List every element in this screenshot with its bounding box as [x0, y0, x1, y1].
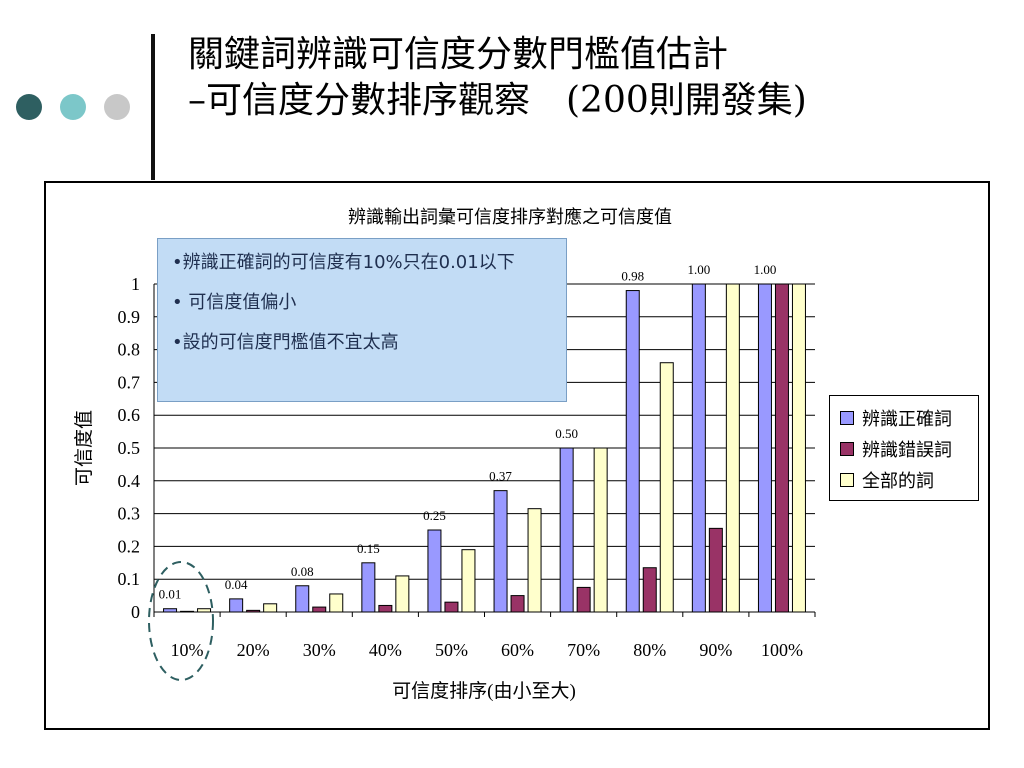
- data-label: 1.00: [687, 262, 710, 277]
- x-tick-label: 60%: [501, 640, 534, 660]
- bar-1: [378, 604, 393, 613]
- x-tick-label: 50%: [435, 640, 468, 660]
- data-label: 0.04: [225, 577, 248, 592]
- y-tick-label: 0.4: [118, 471, 141, 491]
- highlight-ellipse: [148, 561, 214, 681]
- bar-1: [444, 601, 459, 613]
- y-tick-label: 0.2: [118, 536, 141, 556]
- legend-label-correct: 辨識正確詞: [862, 408, 952, 430]
- note-line-2: • 可信度值偏小: [172, 292, 297, 313]
- x-tick-label: 100%: [761, 640, 803, 660]
- bar-1: [180, 610, 195, 613]
- x-tick-label: 40%: [369, 640, 402, 660]
- bar-0: [229, 598, 244, 613]
- bar-1: [708, 527, 723, 613]
- legend-label-all: 全部的詞: [862, 470, 934, 492]
- x-tick-label: 20%: [237, 640, 270, 660]
- bar-0: [559, 447, 574, 613]
- data-label: 1.00: [754, 262, 777, 277]
- bar-1: [510, 595, 525, 613]
- bar-2: [461, 549, 476, 613]
- bar-1: [312, 606, 327, 613]
- bar-0: [691, 283, 706, 613]
- y-tick-label: 0.3: [118, 504, 141, 524]
- bar-1: [774, 283, 789, 613]
- bar-0: [493, 490, 508, 613]
- bar-0: [295, 585, 310, 613]
- x-axis-label: 可信度排序(由小至大): [392, 680, 576, 702]
- legend-swatch-correct: [840, 410, 854, 425]
- data-label: 0.08: [291, 564, 314, 579]
- y-tick-label: 0.1: [118, 569, 141, 589]
- data-label: 0.98: [621, 269, 644, 284]
- y-tick-label: 1: [131, 274, 140, 294]
- y-tick-label: 0.5: [118, 438, 141, 458]
- chart-legend: 辨識正確詞 辨識錯誤詞 全部的詞: [829, 395, 979, 501]
- y-tick-label: 0.7: [118, 372, 141, 392]
- bar-2: [725, 283, 740, 613]
- dot-gray-icon: [104, 94, 130, 120]
- bar-0: [757, 283, 772, 613]
- bar-2: [263, 603, 278, 613]
- legend-label-error: 辨識錯誤詞: [862, 439, 952, 461]
- legend-swatch-all: [840, 472, 854, 487]
- chart-title: 辨識輸出詞彙可信度排序對應之可信度值: [348, 206, 672, 227]
- x-tick-label: 80%: [633, 640, 666, 660]
- dot-dark-icon: [16, 94, 42, 120]
- x-tick-label: 10%: [171, 640, 204, 660]
- annotation-box: •辨識正確詞的可信度有10%只在0.01以下 • 可信度值偏小 •設的可信度門檻…: [157, 238, 567, 402]
- data-label: 0.25: [423, 508, 446, 523]
- note-line-1: •辨識正確詞的可信度有10%只在0.01以下: [172, 252, 515, 273]
- data-label: 0.01: [159, 587, 182, 602]
- y-axis-label: 可信度值: [73, 410, 95, 486]
- note-line-3: •設的可信度門檻值不宜太高: [172, 332, 399, 353]
- plot-area: 0 0.1 0.2 0.3 0.4 0.5 0.6 0.7 0.8 0.9 1 10% 0.01 20% 0…: [118, 262, 816, 660]
- legend-item-all: 全部的詞: [840, 464, 978, 495]
- legend-item-error: 辨識錯誤詞: [840, 433, 978, 464]
- bar-2: [527, 508, 542, 613]
- bar-2: [593, 447, 608, 613]
- bar-0: [625, 290, 640, 613]
- bar-2: [329, 593, 344, 613]
- bar-2: [659, 362, 674, 613]
- bar-2: [197, 608, 212, 613]
- slide-title-line2: –可信度分數排序觀察 (200則開發集): [188, 80, 807, 121]
- x-tick-label: 90%: [699, 640, 732, 660]
- bar-1: [246, 609, 261, 613]
- y-tick-label: 0.8: [118, 340, 141, 360]
- y-tick-label: 0: [131, 602, 140, 622]
- bar-0: [361, 562, 376, 613]
- data-label: 0.37: [489, 469, 512, 484]
- bar-0: [427, 529, 442, 613]
- slide-title-line1: 關鍵詞辨識可信度分數門檻值估計: [188, 34, 729, 75]
- bar-2: [395, 575, 410, 613]
- data-label: 0.15: [357, 541, 380, 556]
- bar-1: [642, 567, 657, 613]
- y-tick-label: 0.9: [118, 307, 141, 327]
- bar-2: [791, 283, 806, 613]
- slide-title: 關鍵詞辨識可信度分數門檻值估計 –可信度分數排序觀察 (200則開發集): [188, 32, 807, 124]
- data-label: 0.50: [555, 426, 578, 441]
- x-tick-label: 70%: [567, 640, 600, 660]
- legend-item-correct: 辨識正確詞: [840, 402, 978, 433]
- dot-teal-icon: [60, 94, 86, 120]
- x-tick-label: 30%: [303, 640, 336, 660]
- bar-1: [576, 586, 591, 613]
- title-divider: [151, 34, 155, 180]
- bar-0: [163, 608, 178, 613]
- y-tick-label: 0.6: [118, 405, 141, 425]
- legend-swatch-error: [840, 441, 854, 456]
